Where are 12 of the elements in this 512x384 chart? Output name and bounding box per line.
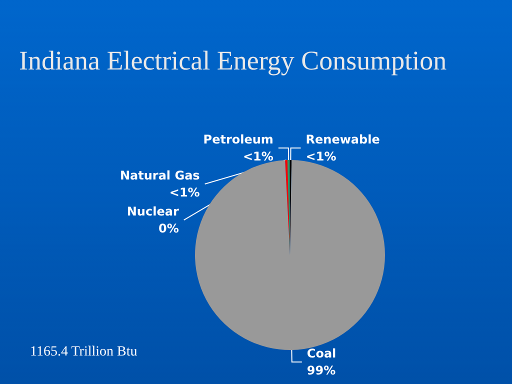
category-label: Nuclear (126, 204, 179, 219)
data-label: <1% (169, 186, 200, 200)
text: 1165.4 Trillion Btu (30, 344, 138, 360)
slice-label: Petroleum (203, 132, 274, 147)
data-label: <1% (306, 150, 336, 164)
text: 0% (158, 222, 179, 236)
data-label: <1% (242, 150, 274, 164)
slice-label: Coal (306, 346, 336, 360)
chart-title: Indiana Electrical Energy Consumption (19, 46, 448, 76)
slice-label: Natural Gas (120, 168, 200, 183)
slice-label: Renewable (306, 132, 380, 147)
data-label: 99% (306, 363, 336, 378)
